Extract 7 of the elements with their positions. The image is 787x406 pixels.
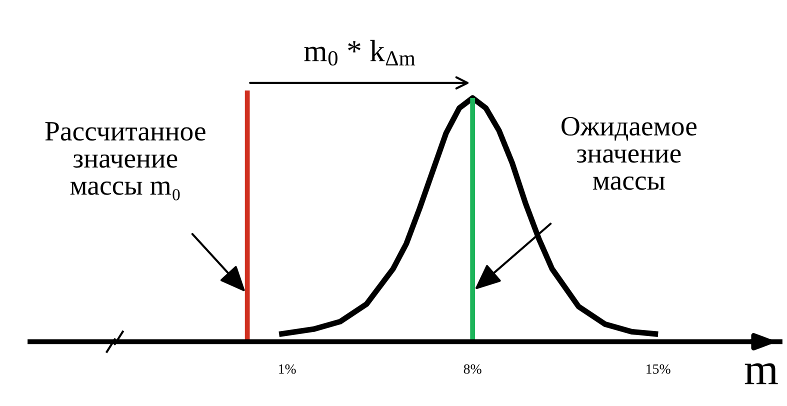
x-tick-label: 1% bbox=[279, 364, 296, 374]
annotation: Ожидаемое значение массы bbox=[562, 116, 696, 190]
x-tick-label: 8% bbox=[464, 364, 482, 374]
x-axis-title: m bbox=[744, 363, 778, 384]
x-tick-label: 15% bbox=[646, 364, 670, 374]
annotation: Рассчитанное значение массы m₀ bbox=[45, 122, 206, 200]
text: m$_{0}$ * k$_{Δm}$ bbox=[304, 40, 416, 66]
